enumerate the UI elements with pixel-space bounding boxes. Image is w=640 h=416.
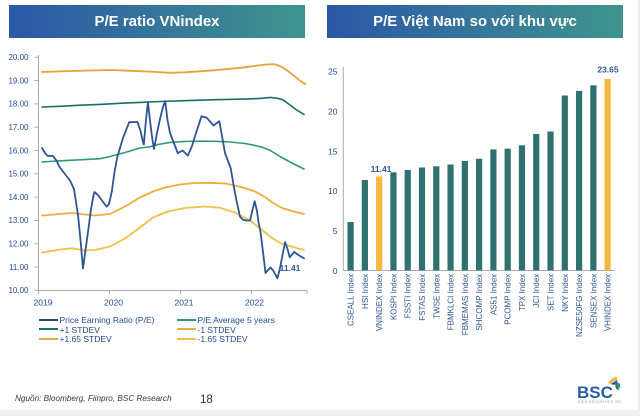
svg-text:AS51 Index: AS51 Index — [489, 274, 498, 315]
svg-text:0: 0 — [333, 266, 338, 276]
svg-text:VHINDEX Index: VHINDEX Index — [604, 274, 613, 331]
svg-text:PCOMP Index: PCOMP Index — [504, 274, 513, 325]
svg-text:TPX Index: TPX Index — [518, 274, 527, 311]
svg-text:25: 25 — [328, 67, 338, 77]
svg-text:SET Index: SET Index — [547, 274, 556, 311]
svg-text:FBMKLCI Index: FBMKLCI Index — [447, 274, 456, 330]
svg-text:FSTAS Index: FSTAS Index — [418, 274, 427, 321]
svg-text:FBMEMAS Index: FBMEMAS Index — [461, 274, 470, 335]
svg-text:16.00: 16.00 — [8, 146, 29, 155]
svg-text:17.00: 17.00 — [8, 123, 29, 132]
svg-text:5: 5 — [333, 226, 338, 236]
svg-text:19.00: 19.00 — [8, 76, 29, 85]
svg-text:SENSEX Index: SENSEX Index — [589, 274, 598, 328]
svg-text:SHCOMP Index: SHCOMP Index — [475, 274, 484, 331]
svg-text:2022: 2022 — [245, 298, 264, 308]
svg-text:FSSTI Index: FSSTI Index — [404, 274, 413, 318]
svg-text:20: 20 — [328, 106, 338, 116]
svg-text:NZSE50FG Index: NZSE50FG Index — [575, 274, 584, 337]
svg-text:23.65: 23.65 — [597, 65, 619, 75]
svg-text:2019: 2019 — [34, 298, 53, 308]
svg-text:10.00: 10.00 — [8, 286, 29, 295]
svg-text:10: 10 — [328, 186, 338, 196]
svg-text:KOSPI Index: KOSPI Index — [389, 274, 398, 320]
svg-text:CSEALL Index: CSEALL Index — [347, 274, 356, 326]
svg-text:2021: 2021 — [175, 298, 194, 308]
svg-text:15.00: 15.00 — [8, 170, 29, 179]
svg-text:12.00: 12.00 — [8, 240, 29, 249]
svg-text:18.00: 18.00 — [8, 100, 29, 109]
svg-text:15: 15 — [328, 146, 338, 156]
svg-text:11.00: 11.00 — [9, 263, 29, 272]
svg-text:11.41: 11.41 — [280, 263, 301, 273]
svg-text:HSI Index: HSI Index — [361, 274, 370, 309]
svg-text:11.41: 11.41 — [371, 164, 392, 174]
svg-text:2020: 2020 — [104, 298, 123, 308]
svg-text:NKY Index: NKY Index — [561, 274, 570, 312]
svg-text:VNINDEX Index: VNINDEX Index — [375, 274, 384, 331]
svg-text:20.00: 20.00 — [8, 53, 29, 62]
svg-text:JCI Index: JCI Index — [532, 274, 541, 308]
svg-text:13.00: 13.00 — [8, 216, 29, 225]
svg-text:14.00: 14.00 — [8, 193, 29, 202]
svg-text:TWSE Index: TWSE Index — [432, 274, 441, 319]
